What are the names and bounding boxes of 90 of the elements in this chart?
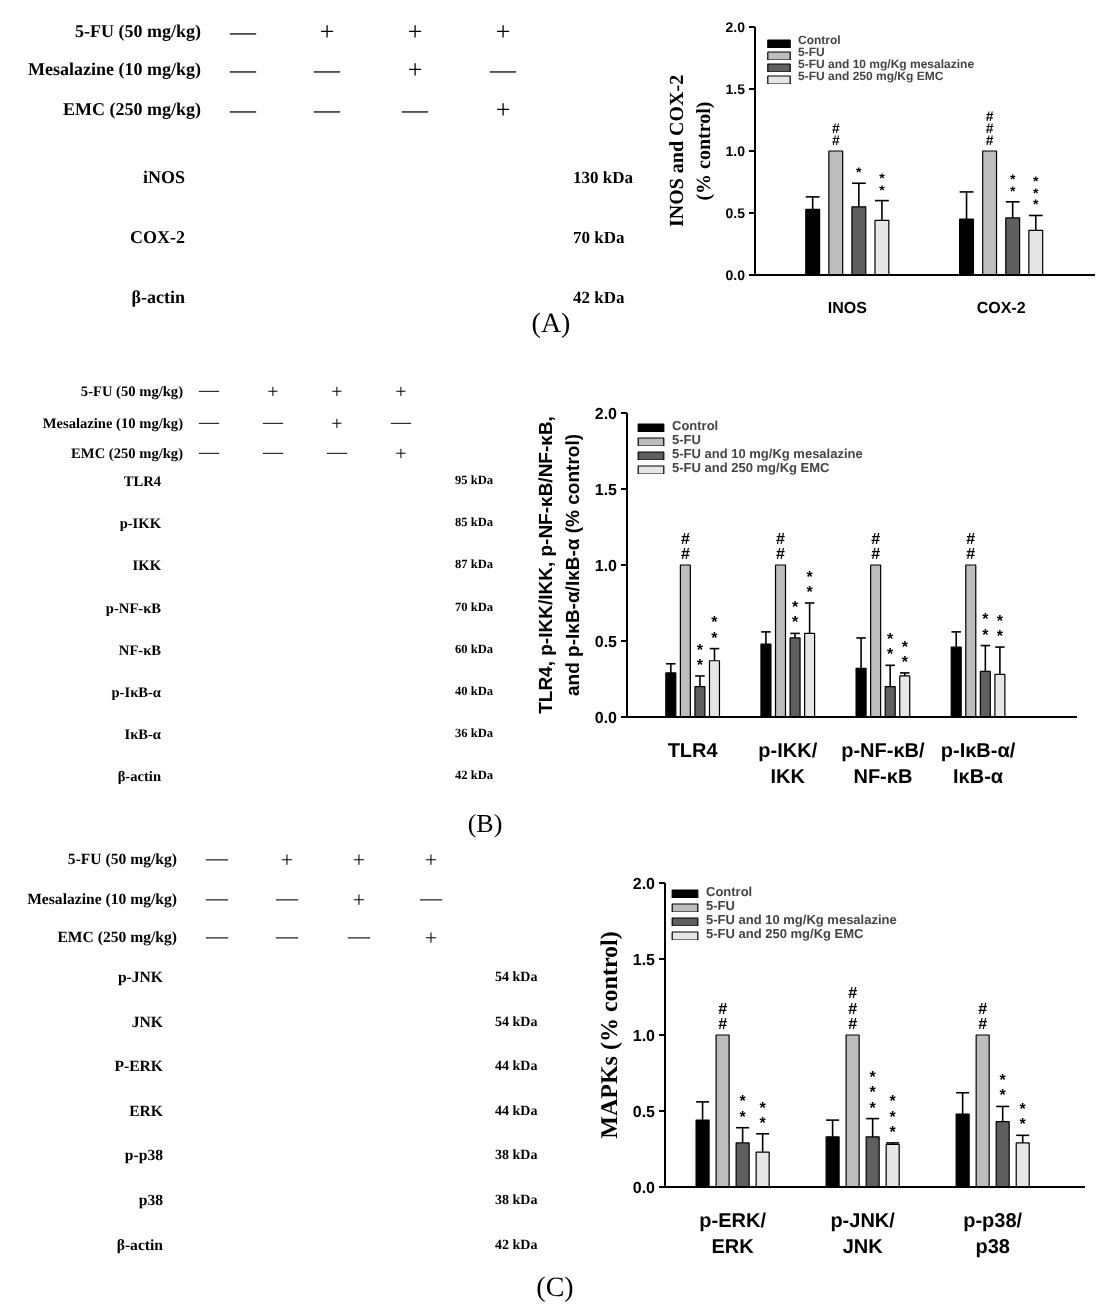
data-label: * * — [711, 613, 720, 647]
text: (B) — [467, 808, 503, 838]
text: + — [424, 927, 438, 951]
data-label: * * — [739, 1092, 748, 1126]
y-tick-label: 0.0 — [594, 709, 619, 727]
y-tick-label: 0.5 — [632, 1103, 657, 1121]
data-label: # # # — [848, 984, 859, 1033]
text: β-actin — [131, 287, 186, 307]
data-label: * * — [806, 567, 815, 601]
x-tick-label: p-JNK/ JNK — [830, 1211, 896, 1260]
y-tick-label: 0.0 — [632, 1179, 657, 1197]
text: + — [395, 382, 408, 404]
text: — — [228, 94, 258, 124]
text: + — [495, 16, 511, 46]
x-tick-label: p-IκB-α/ IκB-α — [940, 741, 1016, 790]
data-label: # # — [871, 529, 882, 563]
text: + — [424, 849, 438, 873]
data-label: * * — [759, 1098, 768, 1132]
text: — — [389, 412, 413, 434]
y-tick-label: 1.5 — [632, 951, 657, 969]
y-tick-label: 2.0 — [632, 875, 657, 893]
text: — — [312, 54, 342, 84]
y-axis-title: TLR4, p-IKK/IKK, p-NF-κB/NF-κB, and p-IκB-α/IκB-α (% control) — [536, 416, 585, 714]
text: — — [274, 887, 300, 911]
text: + — [352, 849, 366, 873]
text: — — [325, 442, 349, 464]
text: — — [400, 94, 430, 124]
text: 70 kDa — [573, 227, 626, 247]
text: + — [267, 382, 280, 404]
text: 130 kDa — [573, 167, 635, 187]
text: — — [228, 16, 258, 46]
text: — — [204, 925, 230, 949]
text: iNOS — [142, 167, 186, 187]
text: + — [331, 414, 344, 436]
x-tick-label: p-p38/ p38 — [963, 1211, 1023, 1260]
text: + — [407, 54, 423, 84]
data-label: * * — [696, 640, 705, 674]
x-tick-label: p-ERK/ ERK — [699, 1211, 767, 1260]
text: EMC (250 mg/kg) — [63, 99, 202, 119]
text: COX-2 — [130, 227, 186, 247]
text: + — [407, 16, 423, 46]
text: + — [495, 94, 511, 124]
x-tick-label: TLR4 — [667, 741, 719, 763]
data-label: * * — [887, 630, 896, 664]
text: — — [197, 380, 221, 402]
y-axis-title: INOS and COX-2 (% control) — [667, 74, 716, 228]
data-label: * * — [901, 637, 910, 671]
text: — — [261, 442, 285, 464]
y-tick-label: 0.5 — [594, 633, 619, 651]
text: + — [352, 889, 366, 913]
text: 42 kDa — [573, 287, 626, 307]
data-label: # # — [718, 999, 729, 1033]
data-label: * * * — [869, 1068, 878, 1117]
text: 5-FU (50 mg/kg) — [75, 21, 202, 41]
data-label: * * * — [889, 1092, 898, 1141]
x-tick-label: INOS — [827, 299, 869, 317]
text: (A) — [531, 310, 572, 340]
text: — — [418, 887, 444, 911]
text: — — [274, 925, 300, 949]
x-tick-label: p-NF-κB/ NF-κB — [841, 741, 926, 790]
data-label: * * — [791, 598, 800, 632]
text: Mesalazine (10 mg/kg) — [28, 59, 202, 79]
text: — — [204, 887, 230, 911]
data-label: * * — [999, 1071, 1008, 1105]
text: + — [331, 382, 344, 404]
data-label: * * — [996, 611, 1005, 646]
text: — — [228, 54, 258, 84]
text: — — [346, 925, 372, 949]
data-label: * * — [982, 610, 991, 644]
y-tick-label: 1.0 — [594, 557, 619, 575]
y-tick-label: 1.0 — [632, 1027, 657, 1045]
data-label: * * — [1019, 1100, 1028, 1134]
text: + — [319, 16, 335, 46]
data-label: # # — [978, 999, 989, 1033]
y-tick-label: 1.5 — [594, 481, 619, 499]
text: — — [488, 54, 518, 84]
x-tick-label: p-IKK/ IKK — [758, 741, 818, 790]
text: — — [312, 94, 342, 124]
y-axis-title: MAPKs (% control) — [594, 931, 623, 1139]
text: + — [395, 444, 408, 466]
text: (C) — [536, 1274, 575, 1304]
data-label: # # — [966, 529, 977, 563]
text: — — [197, 412, 221, 434]
y-tick-label: 2.0 — [594, 405, 619, 423]
data-label: # # — [680, 529, 691, 563]
text: — — [197, 442, 221, 464]
text: — — [261, 412, 285, 434]
data-label: # # — [776, 529, 787, 563]
text: + — [280, 849, 294, 873]
text: — — [204, 847, 230, 871]
